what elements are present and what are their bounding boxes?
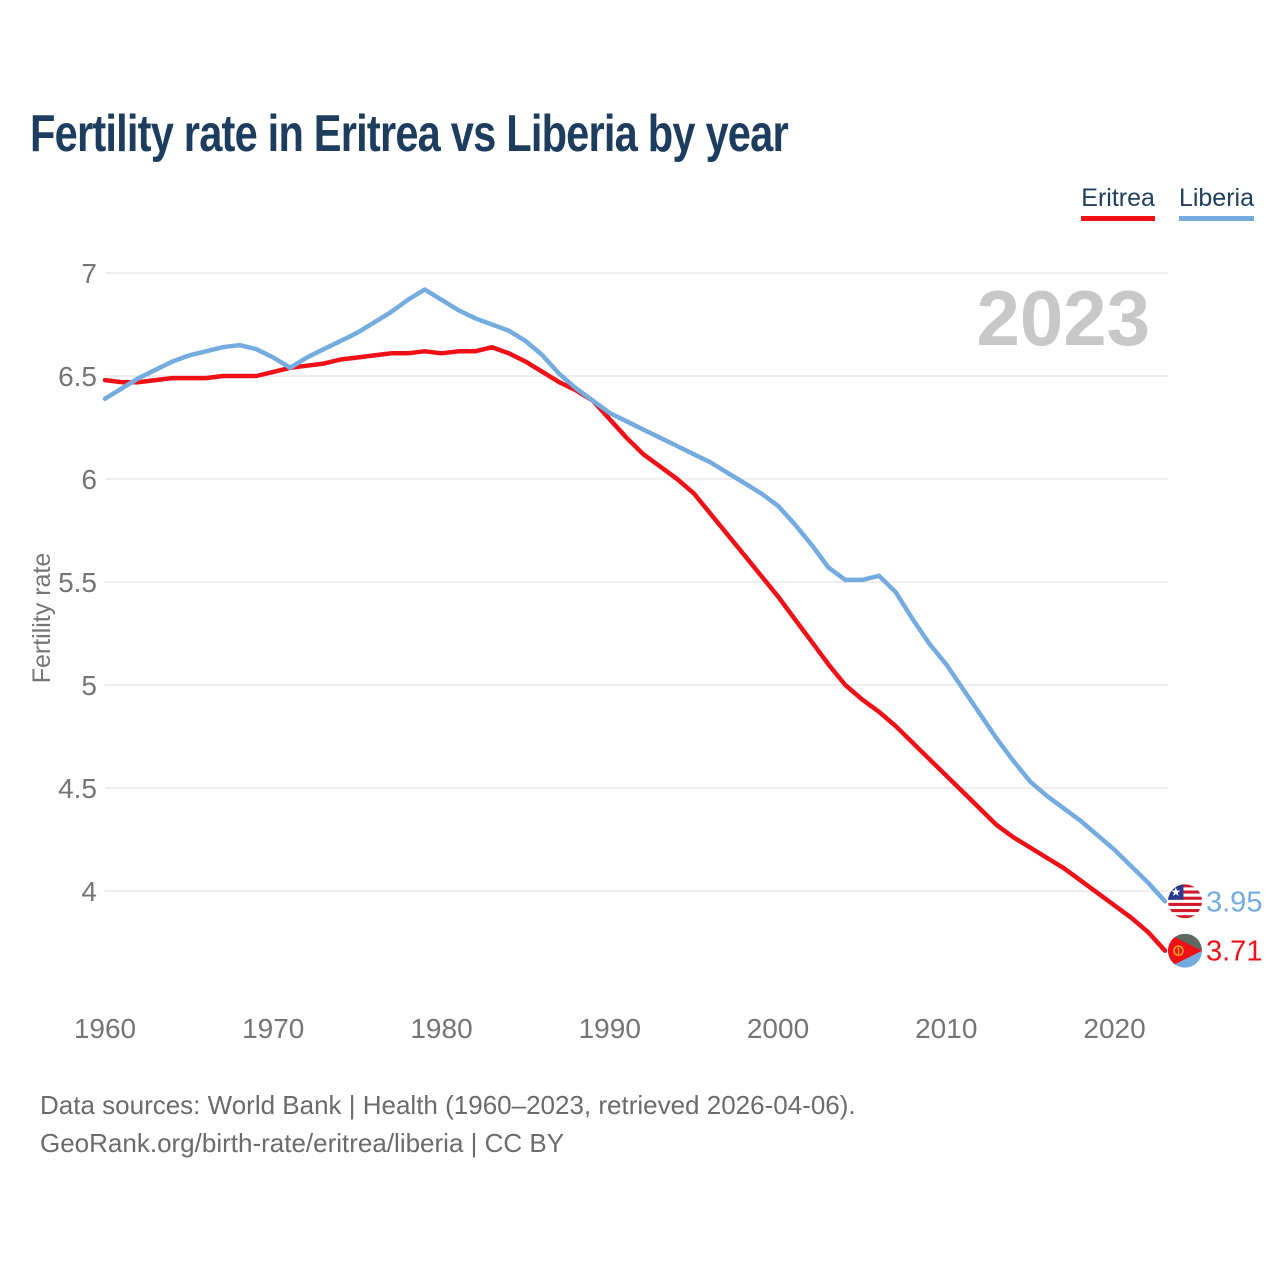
- x-tick-label: 1980: [410, 1013, 472, 1044]
- eritrea-flag-icon: [1168, 933, 1202, 968]
- watermark-year: 2023: [976, 274, 1150, 362]
- eritrea-end-value: 3.71: [1206, 936, 1262, 968]
- liberia-stripe: [1168, 902, 1202, 906]
- liberia-line: [102, 287, 1168, 904]
- footer-attribution-line: GeoRank.org/birth-rate/eritrea/liberia |…: [40, 1128, 565, 1158]
- page-title: Fertility rate in Eritrea vs Liberia by …: [30, 105, 789, 163]
- liberia-stripe: [1168, 890, 1202, 894]
- liberia-stripe: [1168, 909, 1202, 913]
- x-tick-label: 1960: [74, 1013, 136, 1044]
- eritrea-line: [102, 344, 1168, 953]
- y-tick-label: 6.5: [58, 361, 97, 392]
- y-axis-title: Fertility rate: [28, 553, 56, 684]
- y-tick-label: 7: [81, 258, 97, 289]
- footer-sources-line: Data sources: World Bank | Health (1960–…: [40, 1090, 856, 1120]
- liberia-flag-icon: [1168, 884, 1202, 919]
- liberia-stripe: [1168, 896, 1202, 900]
- y-tick-label: 5: [81, 670, 97, 701]
- y-tick-label: 4: [81, 876, 97, 907]
- liberia-stripe: [1168, 915, 1202, 919]
- legend-item-eritrea[interactable]: Eritrea: [1081, 184, 1155, 221]
- x-tick-label: 2000: [747, 1013, 809, 1044]
- x-tick-label: 2010: [915, 1013, 977, 1044]
- y-tick-label: 4.5: [58, 773, 97, 804]
- footer: Data sources: World Bank | Health (1960–…: [40, 1086, 856, 1162]
- legend-item-liberia[interactable]: Liberia: [1178, 184, 1254, 221]
- x-tick-label: 1990: [579, 1013, 641, 1044]
- legend: Eritrea Liberia: [1081, 184, 1254, 221]
- y-tick-label: 6: [81, 464, 97, 495]
- x-tick-label: 2020: [1083, 1013, 1145, 1044]
- liberia-end-value: 3.95: [1206, 886, 1262, 918]
- liberia-stripe: [1168, 884, 1202, 888]
- x-tick-label: 1970: [242, 1013, 304, 1044]
- y-tick-label: 5.5: [58, 567, 97, 598]
